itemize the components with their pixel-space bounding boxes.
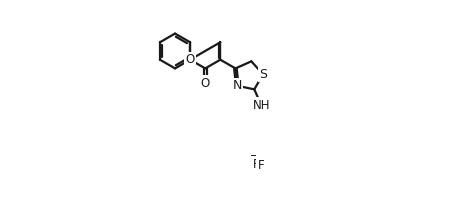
Text: F: F: [252, 158, 259, 171]
Text: O: O: [201, 77, 210, 90]
Text: S: S: [259, 68, 267, 81]
Text: O: O: [186, 53, 195, 66]
Text: NH: NH: [252, 99, 270, 112]
Text: N: N: [232, 79, 242, 92]
Text: F: F: [257, 159, 264, 172]
Text: F: F: [250, 154, 257, 167]
